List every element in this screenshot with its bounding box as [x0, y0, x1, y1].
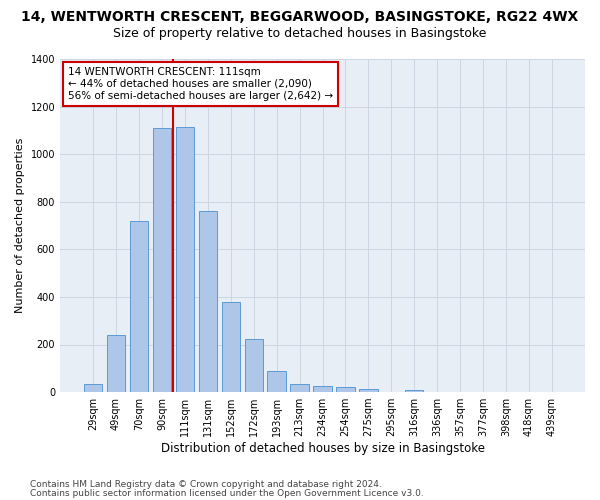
Bar: [290, 384, 309, 392]
Y-axis label: Number of detached properties: Number of detached properties: [15, 138, 25, 313]
Bar: [268, 370, 286, 392]
Text: 14, WENTWORTH CRESCENT, BEGGARWOOD, BASINGSTOKE, RG22 4WX: 14, WENTWORTH CRESCENT, BEGGARWOOD, BASI…: [22, 10, 578, 24]
Text: 14 WENTWORTH CRESCENT: 111sqm
← 44% of detached houses are smaller (2,090)
56% o: 14 WENTWORTH CRESCENT: 111sqm ← 44% of d…: [68, 68, 333, 100]
Bar: [336, 388, 355, 392]
Bar: [221, 302, 240, 392]
Bar: [405, 390, 424, 392]
Text: Contains public sector information licensed under the Open Government Licence v3: Contains public sector information licen…: [30, 488, 424, 498]
Text: Size of property relative to detached houses in Basingstoke: Size of property relative to detached ho…: [113, 28, 487, 40]
Bar: [153, 128, 171, 392]
X-axis label: Distribution of detached houses by size in Basingstoke: Distribution of detached houses by size …: [161, 442, 485, 455]
Bar: [107, 335, 125, 392]
Text: Contains HM Land Registry data © Crown copyright and database right 2024.: Contains HM Land Registry data © Crown c…: [30, 480, 382, 489]
Bar: [176, 127, 194, 392]
Bar: [130, 221, 148, 392]
Bar: [199, 212, 217, 392]
Bar: [359, 389, 377, 392]
Bar: [245, 338, 263, 392]
Bar: [84, 384, 102, 392]
Bar: [313, 386, 332, 392]
